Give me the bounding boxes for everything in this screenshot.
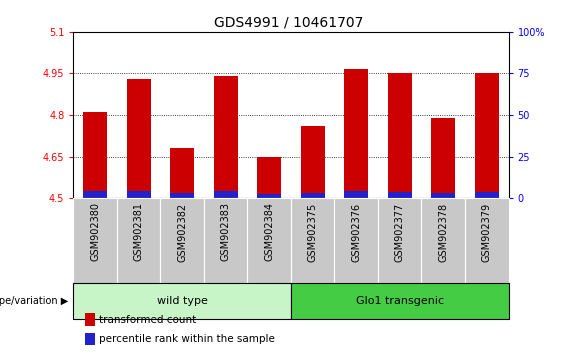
Bar xyxy=(475,73,499,192)
Text: GSM902376: GSM902376 xyxy=(351,202,361,262)
Text: wild type: wild type xyxy=(157,296,208,306)
Text: GSM902375: GSM902375 xyxy=(308,202,318,262)
Bar xyxy=(204,198,247,283)
Bar xyxy=(214,76,238,191)
Bar xyxy=(291,283,508,319)
Bar xyxy=(344,191,368,198)
Text: GSM902384: GSM902384 xyxy=(264,202,274,262)
Bar xyxy=(127,191,151,198)
Text: Glo1 transgenic: Glo1 transgenic xyxy=(356,296,444,306)
Bar xyxy=(257,156,281,194)
Text: percentile rank within the sample: percentile rank within the sample xyxy=(99,334,275,344)
Bar xyxy=(465,198,508,283)
Bar xyxy=(117,198,160,283)
Bar xyxy=(378,198,421,283)
Bar xyxy=(73,198,117,283)
Bar xyxy=(334,198,378,283)
Bar xyxy=(257,194,281,198)
Bar xyxy=(301,126,325,193)
Bar xyxy=(170,148,194,193)
Bar xyxy=(431,118,455,193)
Text: GSM902383: GSM902383 xyxy=(221,202,231,262)
Bar xyxy=(247,198,291,283)
Text: GSM902382: GSM902382 xyxy=(177,202,187,262)
Bar xyxy=(83,191,107,198)
Text: GDS4991 / 10461707: GDS4991 / 10461707 xyxy=(214,15,363,29)
Bar xyxy=(214,191,238,198)
Bar xyxy=(421,198,465,283)
Text: GSM902381: GSM902381 xyxy=(134,202,144,262)
Text: GSM902378: GSM902378 xyxy=(438,202,448,262)
Bar xyxy=(83,112,107,191)
Bar xyxy=(170,193,194,198)
Bar xyxy=(475,192,499,198)
Bar xyxy=(388,192,412,198)
Bar xyxy=(127,79,151,191)
Text: genotype/variation ▶: genotype/variation ▶ xyxy=(0,296,68,306)
Text: transformed count: transformed count xyxy=(99,315,196,325)
Bar xyxy=(431,193,455,198)
Bar xyxy=(73,283,291,319)
Bar xyxy=(344,69,368,191)
Text: GSM902377: GSM902377 xyxy=(395,202,405,262)
Bar xyxy=(160,198,204,283)
Bar xyxy=(388,73,412,192)
Text: GSM902379: GSM902379 xyxy=(482,202,492,262)
Text: GSM902380: GSM902380 xyxy=(90,202,100,262)
Bar xyxy=(301,193,325,198)
Bar xyxy=(291,198,334,283)
